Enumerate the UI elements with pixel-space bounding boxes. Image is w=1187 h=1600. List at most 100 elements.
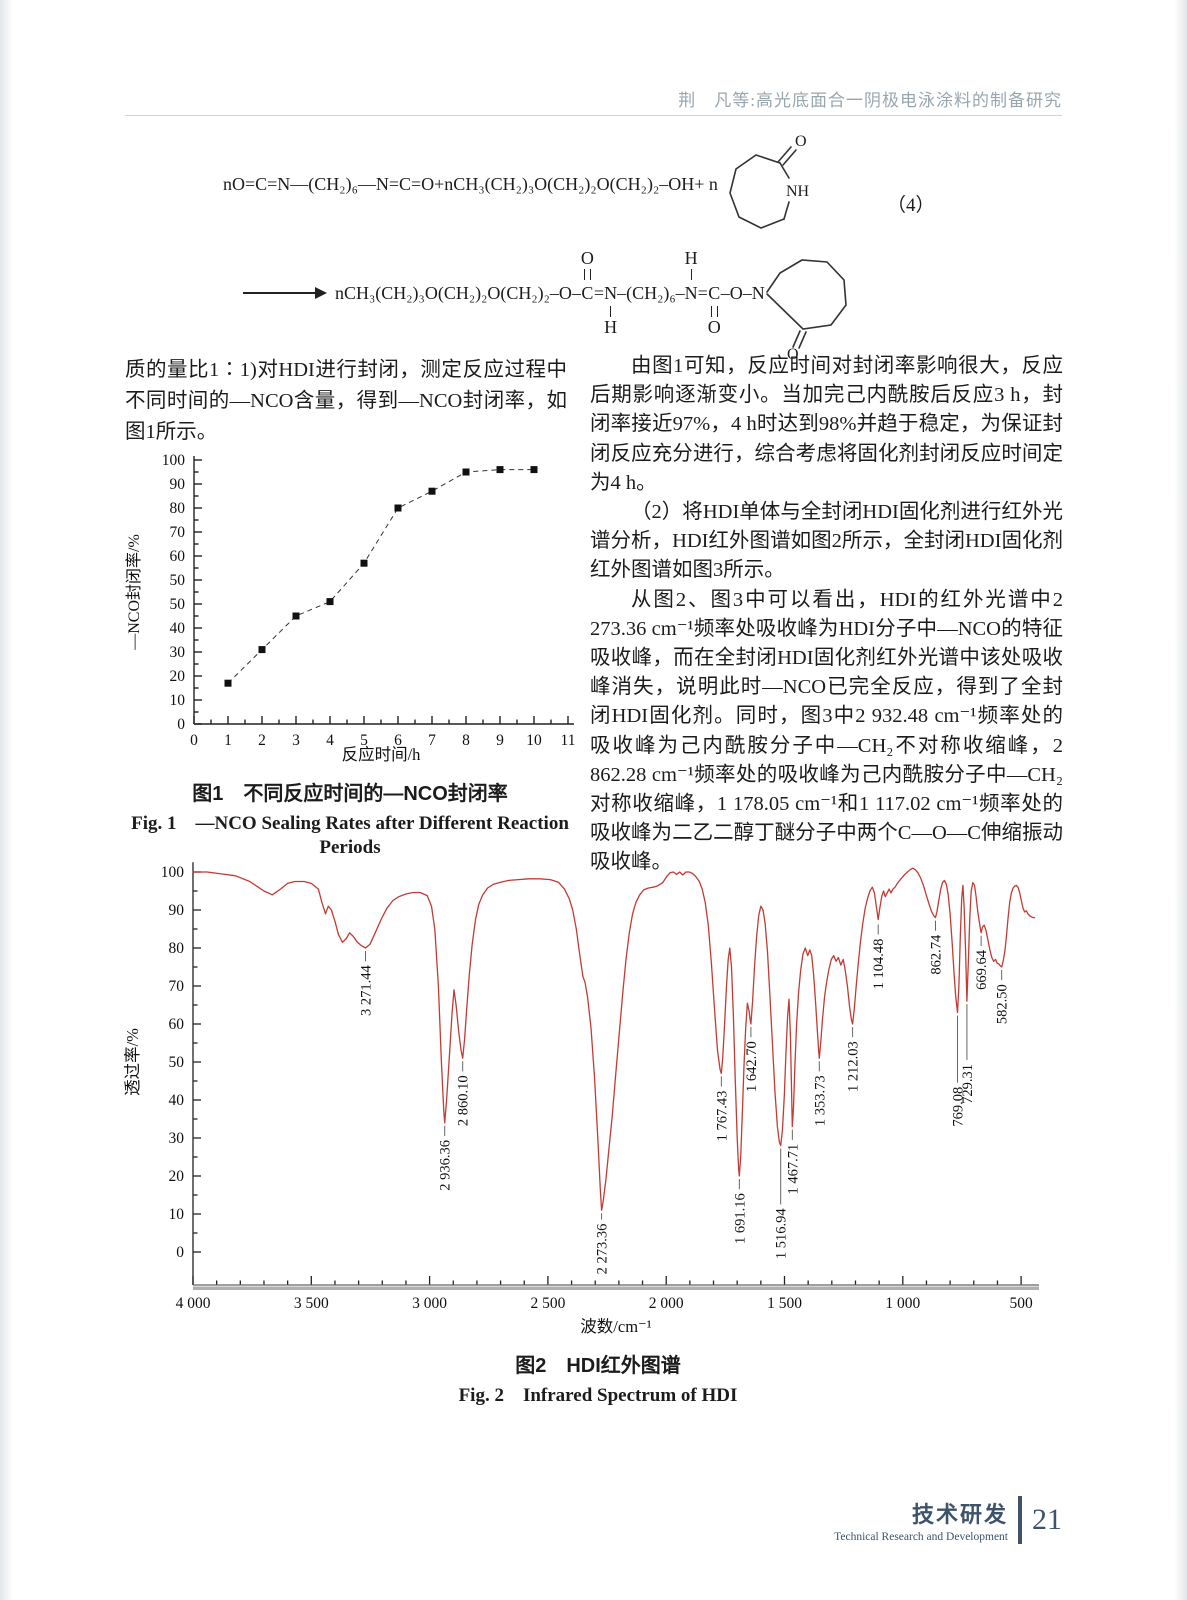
- fig2-axes: [192, 862, 1022, 1285]
- svg-text:10: 10: [170, 692, 186, 709]
- svg-text:1 104.48: 1 104.48: [871, 939, 887, 990]
- svg-text:1 212.03: 1 212.03: [846, 1041, 862, 1092]
- svg-text:11: 11: [561, 732, 576, 749]
- double-bond-icon: [583, 269, 591, 280]
- svg-text:波数/cm⁻¹: 波数/cm⁻¹: [580, 1317, 651, 1336]
- eq-bond1: =: [593, 283, 605, 303]
- reaction-arrow-icon: [243, 287, 327, 299]
- fig1-markers: [224, 466, 538, 687]
- ring-o-label: O: [787, 346, 799, 360]
- svg-text:769.08: 769.08: [950, 1087, 966, 1127]
- figure2-caption-zh: 图2 HDI红外图谱: [515, 1355, 681, 1377]
- svg-text:2 936.36: 2 936.36: [438, 1140, 454, 1191]
- svg-text:3: 3: [292, 732, 300, 749]
- c2-oxygen: O: [707, 317, 721, 337]
- figure1-caption-en-line1: Fig. 1 —NCO Sealing Rates after Differen…: [131, 813, 569, 834]
- equation-number: （4）: [887, 195, 935, 216]
- fig2-baseline-band: [193, 1286, 1039, 1290]
- c1-carbon: C: [581, 283, 594, 303]
- equation-line2: nCH₃(CH₂)₃O(CH₂)₂O(CH₂)₂–O– O C = N H –(…: [243, 226, 853, 360]
- svg-text:60: 60: [169, 1016, 185, 1033]
- eq-bond2: =: [697, 283, 708, 303]
- svg-text:3 500: 3 500: [294, 1295, 329, 1312]
- figure2: 0 10 20 30 40 50 60 70 80 90 100 4 000 3 500 3 000 2 5…: [118, 842, 1078, 1407]
- footer-divider: [1018, 1496, 1022, 1544]
- svg-text:1 000: 1 000: [885, 1295, 920, 1312]
- svg-text:1 516.94: 1 516.94: [774, 1208, 790, 1260]
- svg-text:1 767.43: 1 767.43: [714, 1091, 730, 1142]
- svg-text:7: 7: [428, 732, 436, 749]
- svg-text:4 000: 4 000: [176, 1295, 211, 1312]
- svg-text:2 000: 2 000: [649, 1295, 684, 1312]
- left-paragraph: 质的量比1∶1)对HDI进行封闭，测定反应过程中不同时间的—NCO含量，得到—N…: [125, 359, 567, 443]
- svg-text:20: 20: [170, 668, 186, 685]
- svg-text:500: 500: [1009, 1295, 1033, 1312]
- c1-oxygen: O: [580, 248, 594, 268]
- scan-edge-right: [1174, 0, 1187, 1600]
- svg-text:30: 30: [169, 1130, 185, 1147]
- footer-section-en: Technical Research and Development: [834, 1531, 1008, 1543]
- svg-text:729.31: 729.31: [960, 1064, 976, 1104]
- equation-line2-seg1: nCH₃(CH₂)₃O(CH₂)₂O(CH₂)₂–O–: [335, 282, 581, 303]
- svg-text:10: 10: [526, 732, 542, 749]
- right-paragraph-1: 由图1可知，反应时间对封闭率影响很大，反应后期影响逐渐变小。当加完己内酰胺后反应…: [590, 355, 1063, 494]
- equation-line1: nO=C=N—(CH₂)₆—N=C=O+nCH₃(CH₂)₃O(CH₂)₂O(C…: [223, 132, 810, 236]
- svg-text:40: 40: [170, 620, 186, 637]
- svg-text:70: 70: [170, 524, 186, 541]
- ring-o-label: O: [795, 134, 807, 150]
- equation-line1-formula: nO=C=N—(CH₂)₆—N=C=O+nCH₃(CH₂)₃O(CH₂)₂O(C…: [223, 173, 718, 194]
- svg-text:100: 100: [161, 864, 185, 881]
- svg-text:4: 4: [326, 732, 334, 749]
- svg-text:669.64: 669.64: [974, 949, 990, 990]
- svg-text:70: 70: [169, 978, 185, 995]
- equation-line2-seg2: –(CH₂)₆–: [617, 282, 685, 303]
- n2-hydrogen: H: [684, 248, 698, 268]
- svg-text:—NCO封闭率/%: —NCO封闭率/%: [125, 534, 143, 651]
- carbamate-n1-stack: N H: [604, 248, 617, 338]
- carbamate-c2-stack: C O: [708, 248, 721, 338]
- svg-text:2: 2: [258, 732, 266, 749]
- running-header: 荆 凡等:高光底面合一阴极电泳涂料的制备研究: [125, 86, 1062, 111]
- ring-nh-label: NH: [786, 183, 810, 200]
- figure2-ir-spectrum: 0 10 20 30 40 50 60 70 80 90 100 4 000 3 500 3 000 2 5…: [123, 862, 1039, 1336]
- header-rule: [125, 115, 1062, 116]
- svg-text:1 353.73: 1 353.73: [812, 1075, 828, 1126]
- caprolactam-ring-product: O: [765, 259, 847, 360]
- svg-text:20: 20: [169, 1168, 185, 1185]
- svg-text:2 860.10: 2 860.10: [456, 1075, 472, 1126]
- svg-text:1 467.71: 1 467.71: [785, 1144, 801, 1195]
- carbamate-n2-stack: H N: [685, 248, 698, 338]
- right-paragraph-2: （2）将HDI单体与全封闭HDI固化剂进行红外光谱分析，HDI红外图谱如图2所示…: [590, 501, 1063, 582]
- double-bond-icon: [710, 306, 718, 317]
- right-column: 由图1可知，反应时间对封闭率影响很大，反应后期影响逐渐变小。当加完己内酰胺后反应…: [590, 352, 1063, 878]
- svg-text:80: 80: [169, 940, 185, 957]
- figure1-chart: 0 10 20 30 40 50 50 60 70 80 90 100 0 1 2 3 4 5 6 7 8 9 10 11 —N…: [125, 452, 576, 764]
- running-header-text: 荆 凡等:高光底面合一阴极电泳涂料的制备研究: [678, 91, 1062, 110]
- footer-section: 技术研发 Technical Research and Development: [834, 1497, 1008, 1543]
- page-number: 21: [1032, 1503, 1062, 1536]
- scan-edge-left: [0, 0, 13, 1600]
- svg-text:862.74: 862.74: [928, 934, 944, 975]
- svg-text:10: 10: [169, 1206, 185, 1223]
- fig2-spectrum-curve: [192, 867, 1036, 1211]
- figure1: 0 10 20 30 40 50 50 60 70 80 90 100 0 1 2 3 4 5 6 7 8 9 10 11 —N…: [122, 430, 578, 859]
- svg-text:0: 0: [190, 732, 198, 749]
- fig1-series-line: [227, 469, 534, 684]
- svg-text:90: 90: [169, 902, 185, 919]
- svg-text:1 691.16: 1 691.16: [732, 1193, 748, 1244]
- svg-text:80: 80: [170, 500, 186, 517]
- svg-text:2 500: 2 500: [530, 1295, 565, 1312]
- figure1-caption-zh: 图1 不同反应时间的—NCO封闭率: [192, 783, 508, 805]
- c2-carbon: C: [708, 283, 721, 303]
- svg-text:50: 50: [169, 1054, 185, 1071]
- chemical-equation: nO=C=N—(CH₂)₆—N=C=O+nCH₃(CH₂)₃O(CH₂)₂O(C…: [125, 130, 1062, 360]
- svg-text:1 642.70: 1 642.70: [744, 1041, 760, 1092]
- svg-text:50: 50: [170, 572, 186, 589]
- footer-section-zh: 技术研发: [911, 1502, 1008, 1527]
- figure2-caption-en: Fig. 2 Infrared Spectrum of HDI: [458, 1385, 738, 1406]
- svg-text:100: 100: [162, 452, 186, 469]
- svg-text:0: 0: [176, 1244, 184, 1261]
- page-footer: 技术研发 Technical Research and Development …: [834, 1496, 1062, 1544]
- single-bond-icon: [610, 306, 612, 317]
- n2-nitrogen: N: [684, 283, 698, 303]
